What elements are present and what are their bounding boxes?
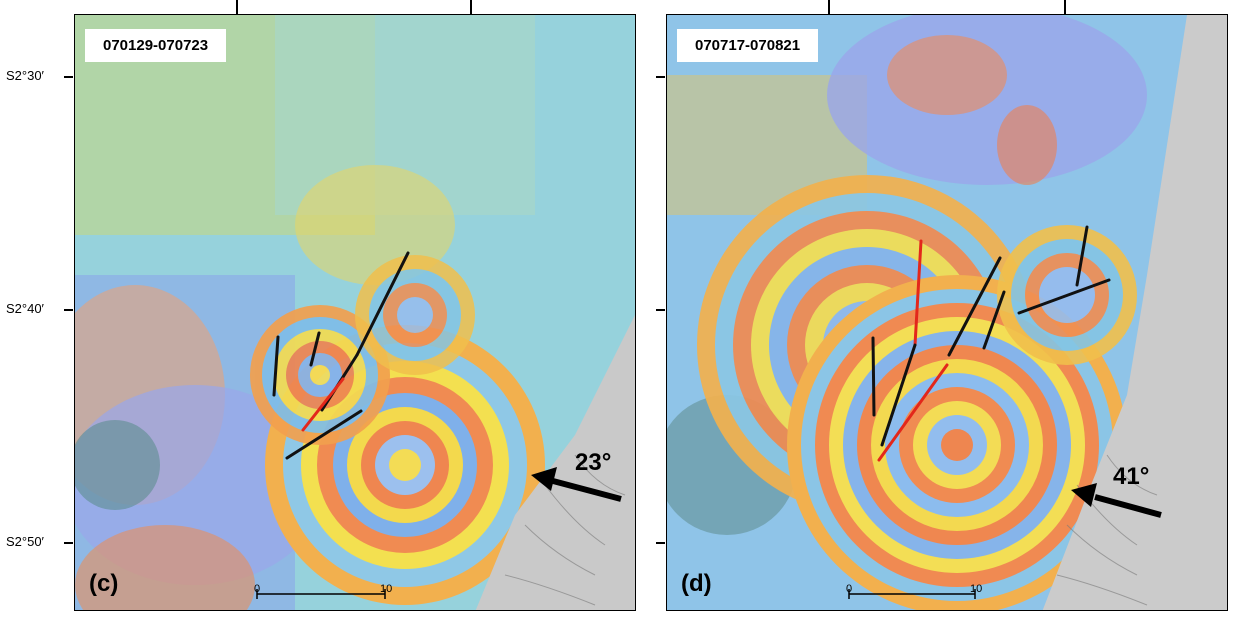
fault-line-red [301,377,345,432]
latitude-label-2-50: S2°50′ [6,534,44,549]
incidence-angle-label-c: 23° [575,449,612,476]
fringe-lobe-east [265,325,545,605]
top-tick [828,0,830,14]
fault-line-black [309,331,321,367]
top-tick [1064,0,1066,14]
fault-line-red [877,363,949,462]
fault-line-black [1075,225,1089,287]
lat-tick [656,542,665,544]
latitude-label-2-30: S2°30′ [6,68,44,83]
fault-line-black [982,290,1006,350]
fault-line-black [947,256,1002,357]
scale-bar-c [256,589,386,599]
scale-end-label-c: 10 [380,583,393,595]
interferogram-panel-d: 070717-070821 41° 0 10 (d) [666,14,1228,611]
lat-tick [656,309,665,311]
fault-line-black [1017,278,1111,315]
fault-traces-d [871,225,1111,462]
scale-bar-d [848,589,976,599]
incidence-arrow-c [531,467,622,502]
interferogram-panel-c: 070129-070723 23° 0 10 (c) [74,14,636,611]
panel-letter-d: (d) [681,570,712,597]
fault-line-black [285,409,363,460]
incidence-arrow-d [1071,483,1162,518]
date-range-label-d: 070717-070821 [677,29,819,62]
interferogram-map-d [667,15,1227,610]
fringe-lobe-north [355,255,475,375]
fault-line-black [871,336,876,417]
latitude-label-2-40: S2°40′ [6,301,44,316]
fault-line-black [880,343,917,447]
interferogram-map-c [75,15,635,610]
lat-tick [64,76,73,78]
fringe-lobe-center [250,305,390,445]
scale-start-label-d: 0 [846,583,853,595]
fault-line-black [355,251,410,357]
incidence-angle-label-d: 41° [1113,463,1150,490]
top-tick [470,0,472,14]
top-tick [236,0,238,14]
fault-traces-c [272,251,410,460]
hillshade-area [475,315,635,610]
scale-end-label-d: 10 [970,583,983,595]
date-range-label-c: 070129-070723 [85,29,227,62]
lat-tick [64,309,73,311]
fault-line-black [272,335,280,397]
fault-line-red [913,239,923,347]
panel-letter-c: (c) [89,570,119,597]
hillshade-area [1042,15,1227,610]
lat-tick [656,76,665,78]
scale-start-label-c: 0 [254,583,261,595]
lat-tick [64,542,73,544]
